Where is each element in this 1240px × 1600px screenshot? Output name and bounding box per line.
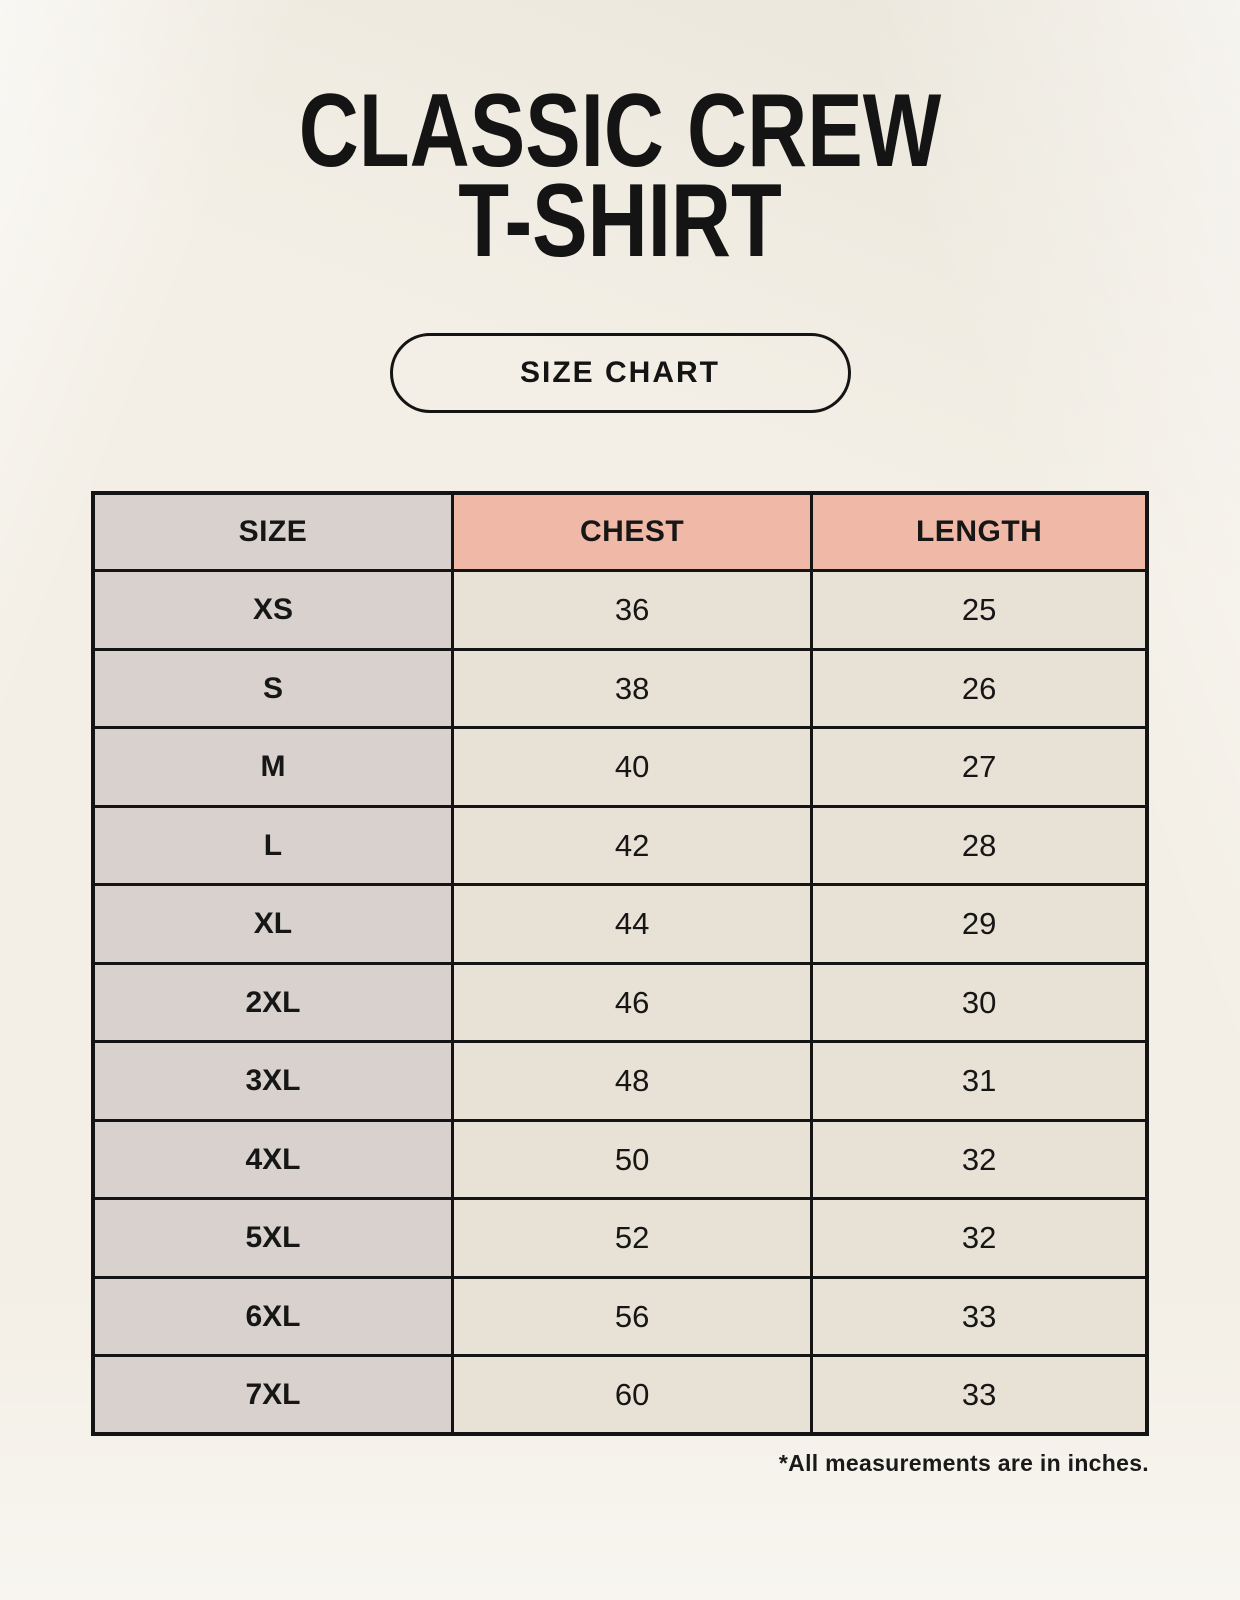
size-cell: L — [91, 804, 454, 887]
page-title: CLASSIC CREW T-SHIRT — [124, 73, 1116, 280]
size-cell: XL — [91, 883, 454, 965]
table-row: 6XL 56 33 — [91, 1275, 1149, 1358]
chest-cell: 44 — [450, 883, 814, 965]
chest-cell: 48 — [450, 1040, 814, 1122]
size-cell: 5XL — [91, 1197, 454, 1279]
length-cell: 31 — [810, 1040, 1149, 1122]
page-title-line1: CLASSIC CREW — [298, 73, 942, 189]
table-header-row: SIZE CHEST LENGTH — [91, 491, 1149, 573]
length-cell: 33 — [810, 1275, 1149, 1358]
page-title-line2: T-SHIRT — [458, 163, 782, 280]
size-cell: 2XL — [91, 961, 454, 1044]
length-cell: 25 — [810, 569, 1149, 651]
table-row: 3XL 48 31 — [91, 1040, 1149, 1122]
chest-cell: 42 — [450, 804, 814, 887]
length-cell: 26 — [810, 647, 1149, 730]
chest-cell: 46 — [450, 961, 814, 1044]
chest-cell: 52 — [450, 1197, 814, 1279]
column-header-length: LENGTH — [810, 491, 1149, 573]
chest-cell: 38 — [450, 647, 814, 730]
chest-cell: 36 — [450, 569, 814, 651]
length-cell: 29 — [810, 883, 1149, 965]
size-chart-badge: SIZE CHART — [389, 332, 851, 413]
length-cell: 32 — [810, 1197, 1149, 1279]
table-row: XL 44 29 — [91, 883, 1149, 965]
measurements-footnote: *All measurements are in inches. — [778, 1450, 1149, 1477]
chest-cell: 40 — [450, 726, 814, 808]
size-cell: 7XL — [91, 1354, 454, 1436]
length-cell: 28 — [810, 804, 1149, 887]
size-cell: M — [91, 726, 454, 808]
size-chart-table: SIZE CHEST LENGTH XS 36 25 S 38 26 M 40 … — [91, 490, 1149, 1437]
size-cell: 3XL — [91, 1040, 454, 1122]
table-row: 5XL 52 32 — [91, 1197, 1149, 1279]
size-cell: 6XL — [91, 1275, 454, 1358]
table-row: M 40 27 — [91, 726, 1149, 808]
table-row: 7XL 60 33 — [91, 1354, 1149, 1436]
chest-cell: 50 — [450, 1118, 814, 1201]
length-cell: 32 — [810, 1118, 1149, 1201]
size-cell: 4XL — [91, 1118, 454, 1201]
column-header-size: SIZE — [91, 491, 454, 573]
table-row: XS 36 25 — [91, 569, 1149, 651]
column-header-chest: CHEST — [450, 491, 814, 573]
chest-cell: 56 — [450, 1275, 814, 1358]
length-cell: 30 — [810, 961, 1149, 1044]
size-chart-badge-label: SIZE CHART — [520, 355, 720, 389]
size-cell: XS — [91, 569, 454, 651]
length-cell: 33 — [810, 1354, 1149, 1436]
table-row: S 38 26 — [91, 647, 1149, 730]
size-cell: S — [91, 647, 454, 730]
length-cell: 27 — [810, 726, 1149, 808]
table-row: 4XL 50 32 — [91, 1118, 1149, 1201]
table-row: L 42 28 — [91, 804, 1149, 887]
chest-cell: 60 — [450, 1354, 814, 1436]
table-row: 2XL 46 30 — [91, 961, 1149, 1044]
